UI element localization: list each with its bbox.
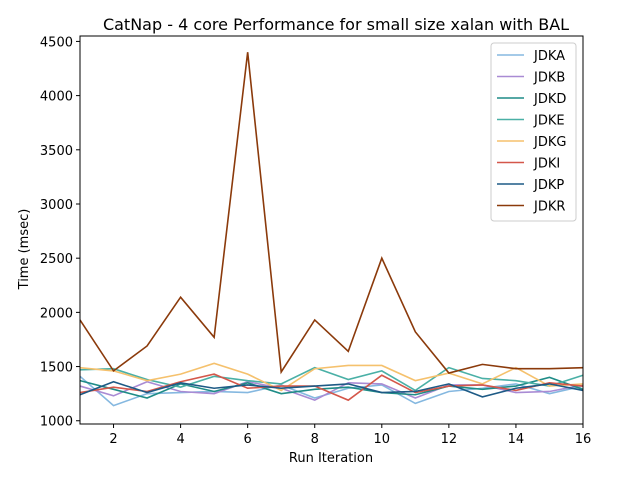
x-axis-label: Run Iteration bbox=[289, 451, 373, 466]
series-line-jdkg bbox=[79, 362, 584, 392]
x-axis: 2 4 6 8 10 12 14 16 bbox=[109, 424, 591, 447]
series-line-jdkp bbox=[79, 380, 584, 398]
x-tick-label: 4 bbox=[176, 432, 184, 447]
series-layer bbox=[79, 52, 584, 407]
series-line-jdkr bbox=[79, 52, 584, 375]
legend: JDKA JDKB JDKD JDKE JDKG JDKI JDKP JDKR bbox=[490, 42, 577, 222]
y-tick-label: 4500 bbox=[40, 35, 73, 50]
legend-label-jdkb: JDKB bbox=[533, 71, 565, 86]
x-tick-label: 6 bbox=[244, 432, 252, 447]
x-tick-label: 16 bbox=[575, 432, 592, 447]
legend-label-jdkg: JDKG bbox=[533, 135, 566, 150]
y-tick-label: 1000 bbox=[40, 415, 73, 430]
y-tick-label: 2500 bbox=[40, 252, 73, 267]
y-tick-label: 1500 bbox=[40, 361, 73, 376]
y-tick-label: 3000 bbox=[40, 198, 73, 213]
y-tick-label: 3500 bbox=[40, 144, 73, 159]
y-tick-label: 2000 bbox=[40, 306, 73, 321]
plot-frame bbox=[79, 35, 584, 425]
legend-label-jdka: JDKA bbox=[533, 49, 565, 64]
y-axis-label: Time (msec) bbox=[17, 209, 32, 291]
x-tick-label: 14 bbox=[508, 432, 525, 447]
x-tick-label: 10 bbox=[374, 432, 391, 447]
legend-label-jdki: JDKI bbox=[533, 157, 560, 172]
legend-label-jdkp: JDKP bbox=[533, 178, 564, 193]
legend-label-jdke: JDKE bbox=[533, 114, 565, 129]
x-tick-label: 2 bbox=[109, 432, 117, 447]
series-line-jdki bbox=[79, 373, 584, 402]
y-tick-label: 4000 bbox=[40, 90, 73, 105]
chart-title: CatNap - 4 core Performance for small si… bbox=[103, 15, 569, 34]
legend-box bbox=[490, 42, 577, 222]
series-line-jdke bbox=[79, 366, 584, 392]
x-tick-label: 12 bbox=[441, 432, 458, 447]
y-axis: 1000 1500 2000 2500 3000 3500 4000 4500 bbox=[40, 35, 80, 430]
legend-label-jdkr: JDKR bbox=[533, 200, 565, 215]
x-tick-label: 8 bbox=[311, 432, 319, 447]
legend-label-jdkd: JDKD bbox=[533, 92, 566, 107]
